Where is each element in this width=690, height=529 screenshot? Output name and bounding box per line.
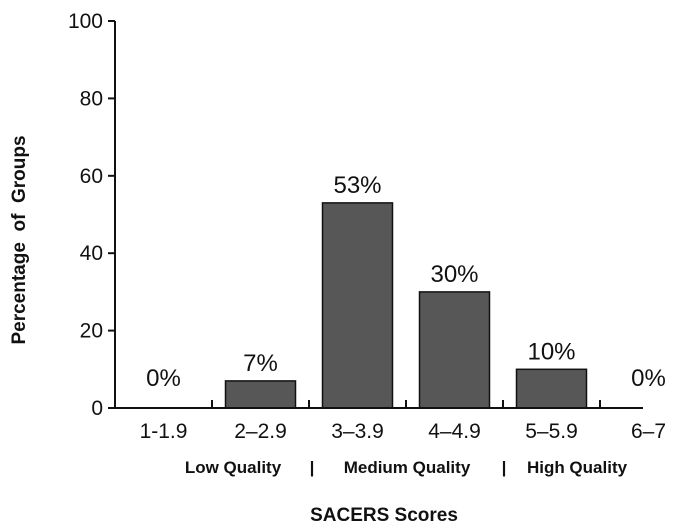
y-tick-label: 40 (80, 242, 103, 265)
x-tick-label: 2–2.9 (234, 420, 287, 443)
group-label-medium: Medium Quality (344, 458, 471, 477)
data-label: 0% (146, 365, 181, 392)
y-tick-label: 20 (80, 320, 103, 343)
group-separator-2: | (502, 458, 507, 477)
data-label: 0% (631, 365, 666, 392)
plot-area: 0 20 40 60 80 100 1-1.9 0% 2–2.9 7% 3–3.9 53% 4–4.9 3… (68, 10, 666, 443)
x-tick-label: 4–4.9 (428, 420, 481, 443)
x-tick-label: 6–7 (631, 420, 666, 443)
y-axis-title: Percentage of Groups (9, 135, 30, 344)
x-tick-label: 5–5.9 (525, 420, 578, 443)
y-tick-label: 0 (91, 397, 103, 420)
bar (515, 368, 588, 409)
x-tick-label: 3–3.9 (331, 420, 384, 443)
bar (224, 380, 297, 409)
data-label: 7% (243, 350, 278, 377)
x-axis-title: SACERS Scores (310, 505, 458, 526)
bar (321, 202, 394, 409)
y-tick-label: 80 (80, 87, 103, 110)
y-tick-label: 60 (80, 165, 103, 188)
group-label-low: Low Quality (185, 458, 282, 477)
data-label: 10% (527, 338, 575, 365)
group-label-high: High Quality (527, 458, 628, 477)
y-tick-label: 100 (68, 10, 103, 33)
data-label: 53% (333, 172, 381, 199)
data-label: 30% (430, 261, 478, 288)
group-separator-1: | (310, 458, 315, 477)
x-tick-label: 1-1.9 (140, 420, 188, 443)
bar (418, 291, 491, 409)
